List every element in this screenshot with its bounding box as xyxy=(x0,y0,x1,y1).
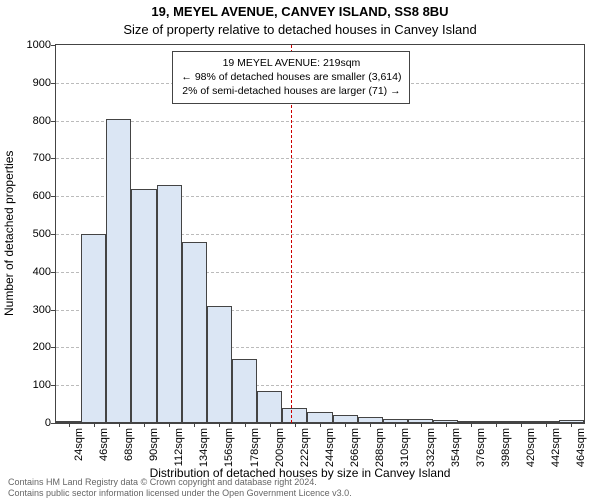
x-tick-mark xyxy=(94,423,95,427)
x-tick-mark xyxy=(69,423,70,427)
x-tick-mark xyxy=(496,423,497,427)
x-tick-mark xyxy=(521,423,522,427)
histogram-bar xyxy=(232,359,257,423)
chart-title-address: 19, MEYEL AVENUE, CANVEY ISLAND, SS8 8BU xyxy=(0,4,600,19)
gridline xyxy=(56,158,584,159)
x-tick-mark xyxy=(446,423,447,427)
x-tick-mark xyxy=(546,423,547,427)
annotation-line2: ← 98% of detached houses are smaller (3,… xyxy=(181,70,401,84)
x-tick-mark xyxy=(169,423,170,427)
annotation-line1: 19 MEYEL AVENUE: 219sqm xyxy=(181,56,401,70)
gridline xyxy=(56,121,584,122)
x-tick-mark xyxy=(395,423,396,427)
x-tick-mark xyxy=(471,423,472,427)
y-tick-label: 1000 xyxy=(11,39,51,51)
chart-title-subtitle: Size of property relative to detached ho… xyxy=(0,22,600,37)
x-tick-mark xyxy=(320,423,321,427)
y-tick-label: 100 xyxy=(11,379,51,391)
histogram-bar xyxy=(81,234,106,423)
y-tick-label: 800 xyxy=(11,115,51,127)
y-tick-label: 400 xyxy=(11,266,51,278)
x-tick-mark xyxy=(370,423,371,427)
x-tick-mark xyxy=(270,423,271,427)
histogram-bar xyxy=(131,189,156,423)
x-tick-mark xyxy=(571,423,572,427)
histogram-bar xyxy=(333,415,358,423)
annotation-box: 19 MEYEL AVENUE: 219sqm ← 98% of detache… xyxy=(172,51,410,104)
x-tick-mark xyxy=(421,423,422,427)
histogram-bar xyxy=(307,412,332,423)
histogram-bar xyxy=(157,185,182,423)
y-tick-label: 900 xyxy=(11,77,51,89)
x-tick-mark xyxy=(119,423,120,427)
x-tick-mark xyxy=(144,423,145,427)
annotation-line3: 2% of semi-detached houses are larger (7… xyxy=(181,84,401,98)
footer: Contains HM Land Registry data © Crown c… xyxy=(8,477,352,498)
histogram-bar xyxy=(282,408,307,423)
y-tick-label: 0 xyxy=(11,417,51,429)
x-tick-mark xyxy=(345,423,346,427)
y-tick-label: 500 xyxy=(11,228,51,240)
x-tick-mark xyxy=(245,423,246,427)
histogram-bar xyxy=(182,242,207,423)
footer-line1: Contains HM Land Registry data © Crown c… xyxy=(8,477,352,487)
histogram-bar xyxy=(106,119,131,423)
x-tick-mark xyxy=(295,423,296,427)
y-tick-label: 200 xyxy=(11,341,51,353)
histogram-bar xyxy=(257,391,282,423)
x-tick-mark xyxy=(194,423,195,427)
chart-root: 19, MEYEL AVENUE, CANVEY ISLAND, SS8 8BU… xyxy=(0,0,600,500)
y-tick-label: 600 xyxy=(11,190,51,202)
y-tick-label: 300 xyxy=(11,304,51,316)
x-tick-mark xyxy=(219,423,220,427)
plot-area: 19 MEYEL AVENUE: 219sqm ← 98% of detache… xyxy=(55,44,585,424)
footer-line2: Contains public sector information licen… xyxy=(8,488,352,498)
y-tick-label: 700 xyxy=(11,152,51,164)
histogram-bar xyxy=(207,306,232,423)
